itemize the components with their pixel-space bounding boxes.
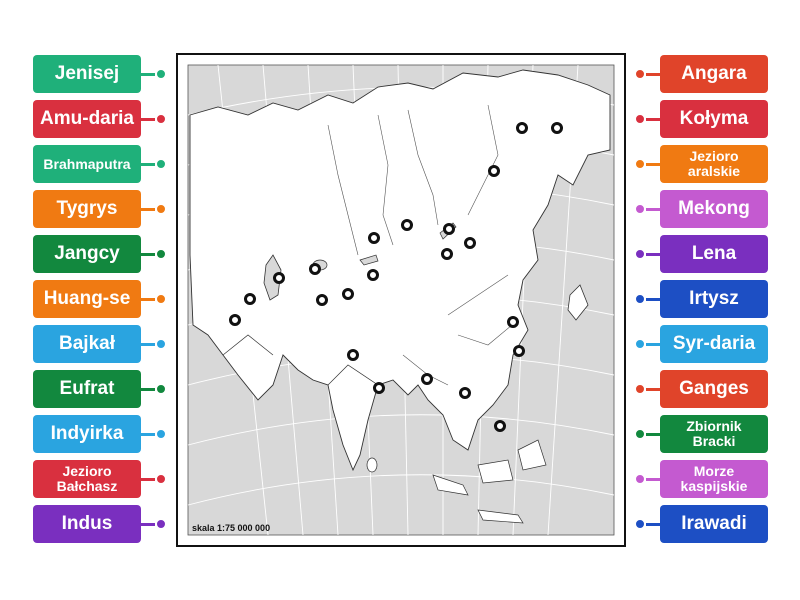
- drop-target-marker[interactable]: [373, 382, 385, 394]
- label-jezioro-aralskie[interactable]: Jezioro aralskie: [660, 145, 768, 183]
- connector-handle[interactable]: [141, 338, 167, 350]
- label-text: Jangcy: [54, 243, 120, 265]
- drop-target-marker[interactable]: [459, 387, 471, 399]
- drop-target-marker[interactable]: [229, 314, 241, 326]
- asia-map: skala 1:75 000 000: [176, 53, 626, 547]
- label-amu-daria[interactable]: Amu-daria: [33, 100, 141, 138]
- drop-target-marker[interactable]: [494, 420, 506, 432]
- connector-handle[interactable]: [141, 203, 167, 215]
- label-text: Morze kaspijskie: [680, 463, 748, 494]
- label-text: Amu-daria: [40, 108, 134, 130]
- connector-handle[interactable]: [634, 113, 660, 125]
- label-tygrys[interactable]: Tygrys: [33, 190, 141, 228]
- label-text: Jezioro aralskie: [687, 148, 741, 179]
- drop-target-marker[interactable]: [551, 122, 563, 134]
- drop-target-marker[interactable]: [273, 272, 285, 284]
- drop-target-marker[interactable]: [367, 269, 379, 281]
- label-irtysz[interactable]: Irtysz: [660, 280, 768, 318]
- drop-target-marker[interactable]: [342, 288, 354, 300]
- drop-target-marker[interactable]: [507, 316, 519, 328]
- drop-target-marker[interactable]: [443, 223, 455, 235]
- label-morze-kaspijskie[interactable]: Morze kaspijskie: [660, 460, 768, 498]
- label-jenisej[interactable]: Jenisej: [33, 55, 141, 93]
- label-eufrat[interactable]: Eufrat: [33, 370, 141, 408]
- connector-handle[interactable]: [634, 518, 660, 530]
- connector-handle[interactable]: [141, 293, 167, 305]
- label-text: Irawadi: [681, 513, 747, 535]
- label-text: Bajkał: [59, 333, 115, 355]
- drop-target-marker[interactable]: [488, 165, 500, 177]
- label-lena[interactable]: Lena: [660, 235, 768, 273]
- connector-handle[interactable]: [141, 248, 167, 260]
- label-text: Kołyma: [679, 108, 749, 130]
- label-text: Huang-se: [43, 288, 131, 310]
- label-mekong[interactable]: Mekong: [660, 190, 768, 228]
- label-indus[interactable]: Indus: [33, 505, 141, 543]
- label-ganges[interactable]: Ganges: [660, 370, 768, 408]
- label-text: Eufrat: [59, 378, 115, 400]
- label-zbiornik-bracki[interactable]: Zbiornik Bracki: [660, 415, 768, 453]
- drop-target-marker[interactable]: [513, 345, 525, 357]
- drop-target-marker[interactable]: [316, 294, 328, 306]
- label-text: Mekong: [678, 198, 750, 220]
- connector-handle[interactable]: [634, 158, 660, 170]
- drop-target-marker[interactable]: [244, 293, 256, 305]
- label-brahmaputra[interactable]: Brahmaputra: [33, 145, 141, 183]
- connector-handle[interactable]: [634, 338, 660, 350]
- drop-target-marker[interactable]: [309, 263, 321, 275]
- drop-target-marker[interactable]: [401, 219, 413, 231]
- connector-handle[interactable]: [634, 428, 660, 440]
- label-bajkal[interactable]: Bajkał: [33, 325, 141, 363]
- label-text: Lena: [691, 243, 737, 265]
- label-jezioro-balchasz[interactable]: Jezioro Bałchasz: [33, 460, 141, 498]
- drop-target-marker[interactable]: [368, 232, 380, 244]
- connector-handle[interactable]: [634, 68, 660, 80]
- drop-target-marker[interactable]: [516, 122, 528, 134]
- label-text: Brahmaputra: [43, 155, 131, 172]
- label-text: Jezioro Bałchasz: [56, 463, 118, 494]
- label-jangcy[interactable]: Jangcy: [33, 235, 141, 273]
- drop-target-marker[interactable]: [464, 237, 476, 249]
- label-huang-se[interactable]: Huang-se: [33, 280, 141, 318]
- connector-handle[interactable]: [141, 113, 167, 125]
- connector-handle[interactable]: [634, 293, 660, 305]
- label-text: Jenisej: [54, 63, 120, 85]
- label-irawadi[interactable]: Irawadi: [660, 505, 768, 543]
- drop-target-marker[interactable]: [347, 349, 359, 361]
- label-angara[interactable]: Angara: [660, 55, 768, 93]
- connector-handle[interactable]: [634, 473, 660, 485]
- connector-handle[interactable]: [634, 203, 660, 215]
- label-syr-daria[interactable]: Syr-daria: [660, 325, 768, 363]
- label-text: Indus: [61, 513, 113, 535]
- drop-target-marker[interactable]: [421, 373, 433, 385]
- drop-target-marker[interactable]: [441, 248, 453, 260]
- label-kolyma[interactable]: Kołyma: [660, 100, 768, 138]
- connector-handle[interactable]: [141, 473, 167, 485]
- label-text: Irtysz: [689, 288, 739, 310]
- connector-handle[interactable]: [141, 518, 167, 530]
- label-text: Ganges: [679, 378, 749, 400]
- label-text: Zbiornik Bracki: [686, 418, 742, 449]
- connector-handle[interactable]: [141, 68, 167, 80]
- label-text: Angara: [681, 63, 747, 85]
- connector-handle[interactable]: [634, 248, 660, 260]
- label-indyirka[interactable]: Indyirka: [33, 415, 141, 453]
- map-drawing: [178, 55, 624, 545]
- connector-handle[interactable]: [141, 428, 167, 440]
- connector-handle[interactable]: [141, 383, 167, 395]
- label-text: Tygrys: [56, 198, 118, 220]
- connector-handle[interactable]: [634, 383, 660, 395]
- connector-handle[interactable]: [141, 158, 167, 170]
- map-scale: skala 1:75 000 000: [192, 523, 271, 533]
- label-text: Syr-daria: [672, 333, 756, 355]
- label-text: Indyirka: [50, 423, 124, 445]
